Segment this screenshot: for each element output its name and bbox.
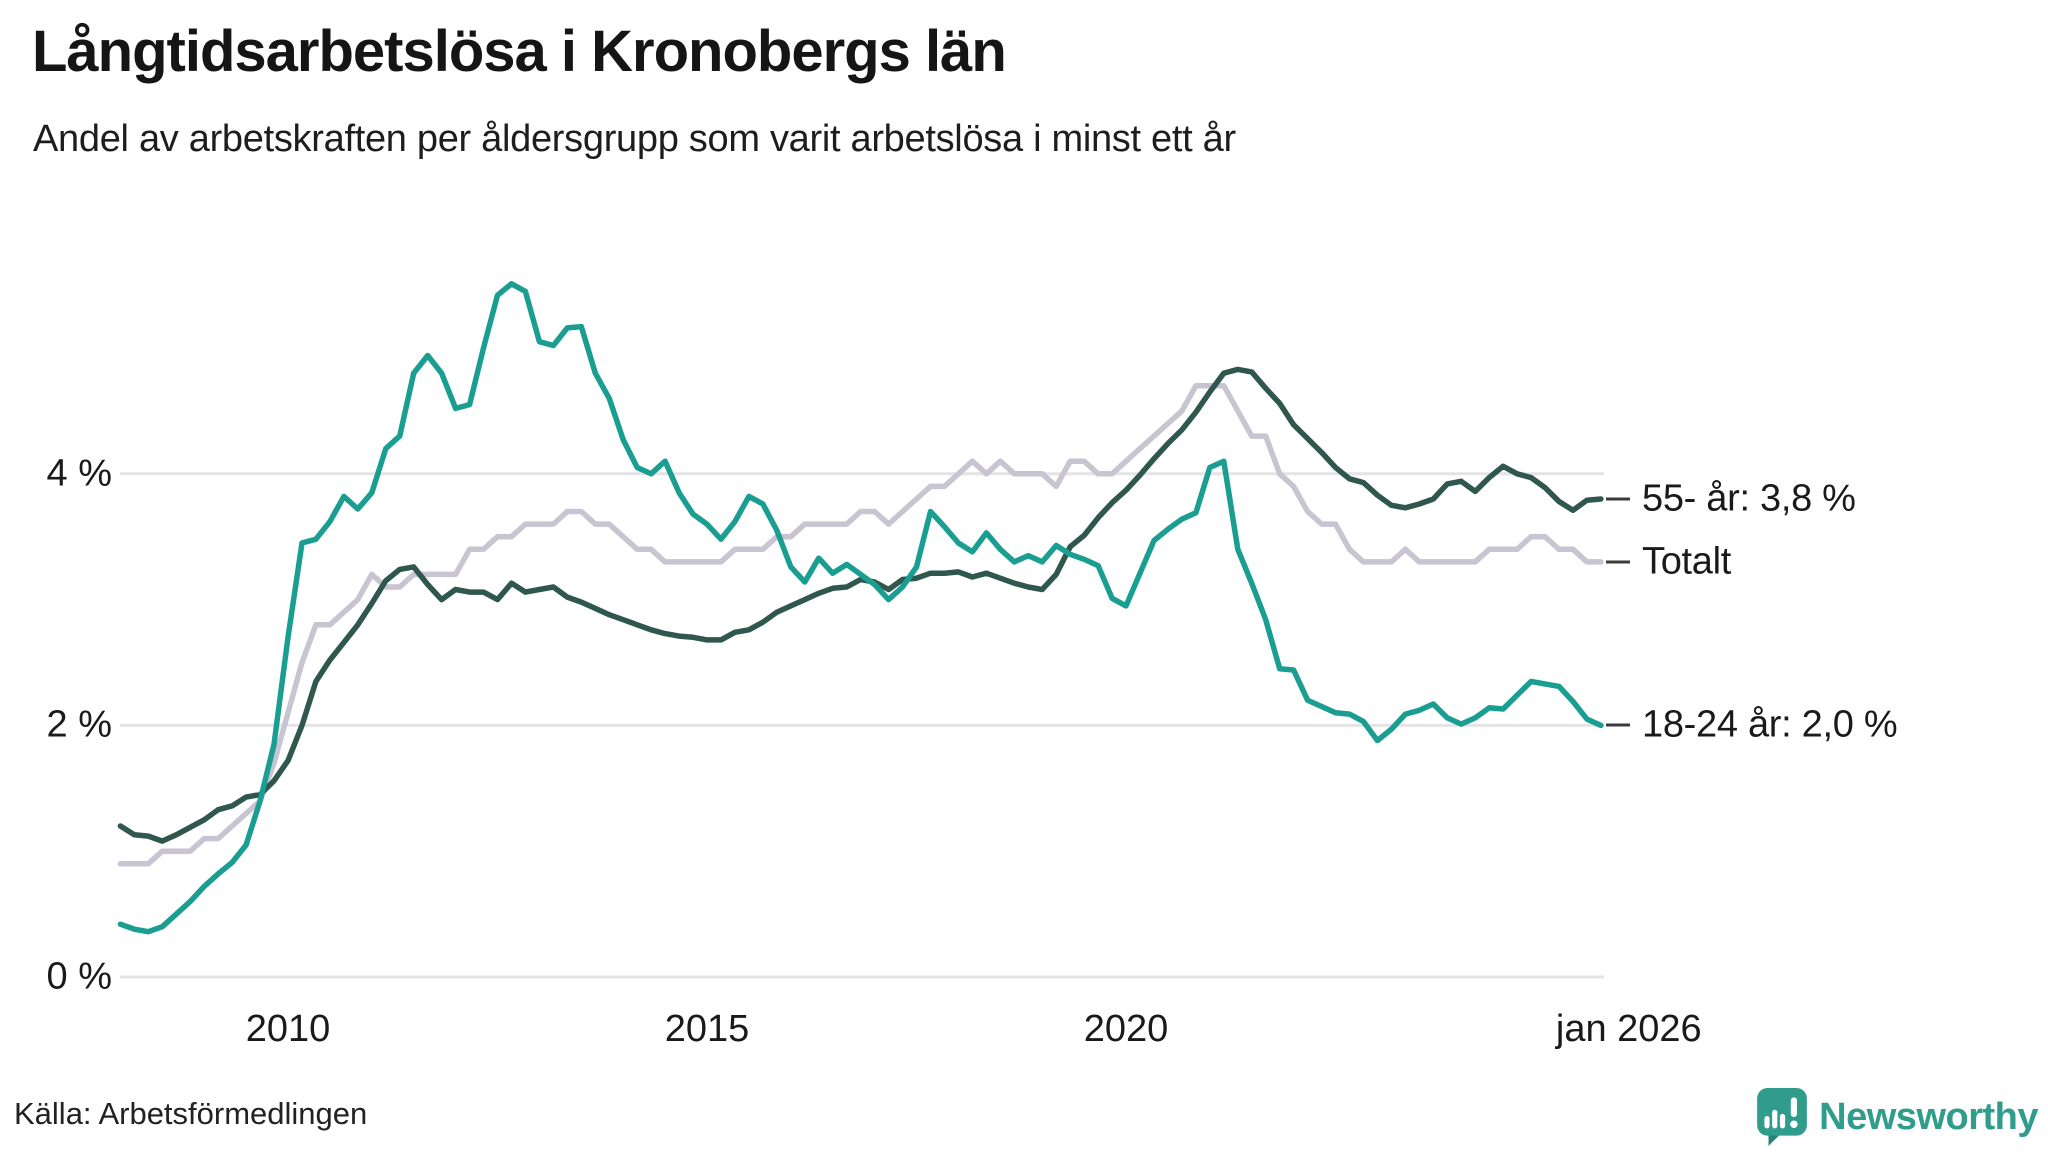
chart-title: Långtidsarbetslösa i Kronobergs län (32, 19, 1007, 84)
x-tick-label: jan 2026 (1555, 1008, 1702, 1050)
series-line-18-24-ar (117, 281, 1604, 935)
y-tick-label: 4 % (46, 452, 112, 495)
end-label-55-ar: 55- år: 3,8 % (1606, 477, 1856, 520)
x-tick-label: 2010 (245, 1008, 331, 1050)
end-label-dash (1606, 723, 1630, 727)
source-label: Källa: Arbetsförmedlingen (14, 1096, 368, 1131)
newsworthy-wordmark: Newsworthy (1819, 1095, 2038, 1138)
x-tick-label: 2020 (1083, 1008, 1169, 1050)
series-line-55-ar (117, 366, 1604, 844)
end-label-text: 18-24 år: 2,0 % (1642, 703, 1898, 746)
series-line-totalt (117, 382, 1604, 867)
end-label-dash (1606, 497, 1630, 501)
end-label-totalt: Totalt (1606, 540, 1731, 583)
y-tick-label: 0 % (46, 955, 112, 998)
end-label-text: Totalt (1642, 540, 1732, 583)
y-tick-label: 2 % (46, 703, 112, 746)
end-label-18-24-ar: 18-24 år: 2,0 % (1606, 703, 1898, 747)
x-tick-label: 2015 (664, 1008, 750, 1050)
chart-subtitle: Andel av arbetskraften per åldersgrupp s… (33, 118, 1236, 160)
end-label-text: 55- år: 3,8 % (1642, 477, 1856, 520)
newsworthy-icon (1757, 1088, 1808, 1146)
end-label-dash (1606, 560, 1630, 564)
newsworthy-logo: Newsworthy (1757, 1088, 2038, 1146)
